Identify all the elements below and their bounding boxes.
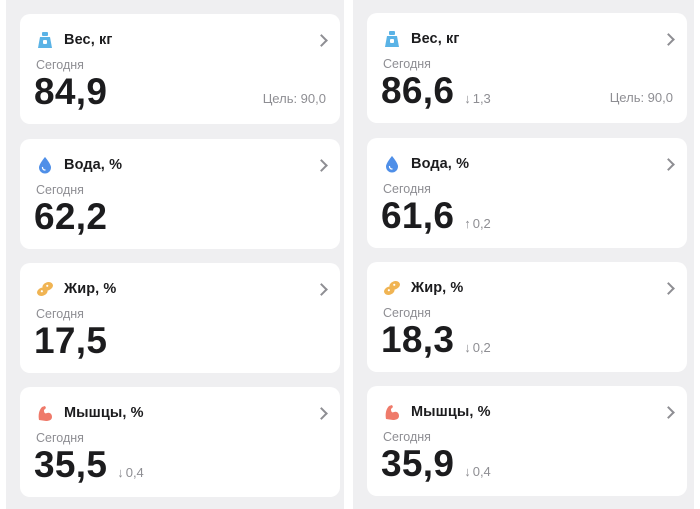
delta-value: 0,2	[472, 340, 491, 355]
arrow-down-icon: ↓	[464, 464, 471, 479]
metric-value: 86,6	[381, 70, 455, 111]
card-header: Вода, %	[36, 156, 122, 174]
arrow-down-icon: ↓	[464, 91, 471, 106]
card-header: Жир, %	[36, 280, 116, 298]
water-drop-icon	[383, 155, 401, 173]
chevron-right-icon[interactable]	[662, 158, 675, 171]
scale-weight-icon	[383, 30, 401, 48]
water-card[interactable]: Вода, % Сегодня 62,2	[20, 139, 340, 249]
card-header: Вода, %	[383, 155, 469, 173]
fat-icon	[383, 279, 401, 297]
goal-label: Цель: 90,0	[262, 91, 326, 106]
fat-card[interactable]: Жир, % Сегодня 18,3 ↓ 0,2	[367, 262, 687, 372]
chevron-right-icon[interactable]	[315, 159, 328, 172]
metric-value: 62,2	[34, 196, 108, 237]
delta-value: 0,4	[472, 464, 491, 479]
period-label: Сегодня	[36, 431, 84, 445]
period-label: Сегодня	[383, 430, 431, 444]
delta-value: 1,3	[472, 91, 491, 106]
scale-weight-icon	[36, 31, 54, 49]
left-panel: Вес, кг Сегодня 84,9 Цель: 90,0 Вода, % …	[6, 0, 344, 509]
flexed-bicep-icon	[36, 404, 54, 422]
goal-label: Цель: 90,0	[609, 90, 673, 105]
weight-card[interactable]: Вес, кг Сегодня 84,9 Цель: 90,0	[20, 14, 340, 124]
arrow-down-icon: ↓	[117, 465, 124, 480]
chevron-right-icon[interactable]	[662, 33, 675, 46]
card-header: Жир, %	[383, 279, 463, 297]
card-title: Вода, %	[411, 156, 470, 172]
card-header: Вес, кг	[383, 30, 459, 48]
right-panel: Вес, кг Сегодня 86,6 ↓ 1,3 Цель: 90,0 Во…	[353, 0, 694, 509]
metric-value: 18,3	[381, 319, 455, 360]
metric-value: 17,5	[34, 320, 108, 361]
delta-indicator: ↓ 1,3	[464, 91, 491, 106]
water-drop-icon	[36, 156, 54, 174]
chevron-right-icon[interactable]	[662, 282, 675, 295]
card-title: Вес, кг	[64, 32, 113, 48]
value-row: 17,5	[34, 320, 107, 362]
chevron-right-icon[interactable]	[315, 407, 328, 420]
metric-value: 61,6	[381, 195, 455, 236]
card-title: Жир, %	[64, 281, 117, 297]
metric-value: 35,5	[34, 444, 108, 485]
delta-indicator: ↑ 0,2	[464, 216, 491, 231]
delta-value: 0,4	[125, 465, 144, 480]
card-title: Вес, кг	[411, 31, 460, 47]
period-label: Сегодня	[36, 183, 84, 197]
chevron-right-icon[interactable]	[662, 406, 675, 419]
weight-card[interactable]: Вес, кг Сегодня 86,6 ↓ 1,3 Цель: 90,0	[367, 13, 687, 123]
card-header: Мышцы, %	[383, 403, 491, 421]
value-row: 35,5 ↓ 0,4	[34, 444, 144, 486]
chevron-right-icon[interactable]	[315, 34, 328, 47]
card-header: Мышцы, %	[36, 404, 144, 422]
card-title: Мышцы, %	[411, 404, 491, 420]
period-label: Сегодня	[383, 182, 431, 196]
delta-indicator: ↓ 0,4	[117, 465, 144, 480]
fat-icon	[36, 280, 54, 298]
value-row: 62,2	[34, 196, 107, 238]
card-title: Мышцы, %	[64, 405, 144, 421]
value-row: 86,6 ↓ 1,3	[381, 70, 491, 112]
fat-card[interactable]: Жир, % Сегодня 17,5	[20, 263, 340, 373]
value-row: 61,6 ↑ 0,2	[381, 195, 491, 237]
metric-value: 35,9	[381, 443, 455, 484]
muscle-card[interactable]: Мышцы, % Сегодня 35,5 ↓ 0,4	[20, 387, 340, 497]
period-label: Сегодня	[36, 58, 84, 72]
metric-value: 84,9	[34, 71, 108, 112]
delta-indicator: ↓ 0,4	[464, 464, 491, 479]
period-label: Сегодня	[36, 307, 84, 321]
value-row: 84,9	[34, 71, 107, 113]
delta-indicator: ↓ 0,2	[464, 340, 491, 355]
arrow-up-icon: ↑	[464, 216, 471, 231]
card-title: Вода, %	[64, 157, 123, 173]
period-label: Сегодня	[383, 57, 431, 71]
value-row: 18,3 ↓ 0,2	[381, 319, 491, 361]
flexed-bicep-icon	[383, 403, 401, 421]
muscle-card[interactable]: Мышцы, % Сегодня 35,9 ↓ 0,4	[367, 386, 687, 496]
period-label: Сегодня	[383, 306, 431, 320]
water-card[interactable]: Вода, % Сегодня 61,6 ↑ 0,2	[367, 138, 687, 248]
chevron-right-icon[interactable]	[315, 283, 328, 296]
arrow-down-icon: ↓	[464, 340, 471, 355]
value-row: 35,9 ↓ 0,4	[381, 443, 491, 485]
card-title: Жир, %	[411, 280, 464, 296]
delta-value: 0,2	[472, 216, 491, 231]
card-header: Вес, кг	[36, 31, 112, 49]
